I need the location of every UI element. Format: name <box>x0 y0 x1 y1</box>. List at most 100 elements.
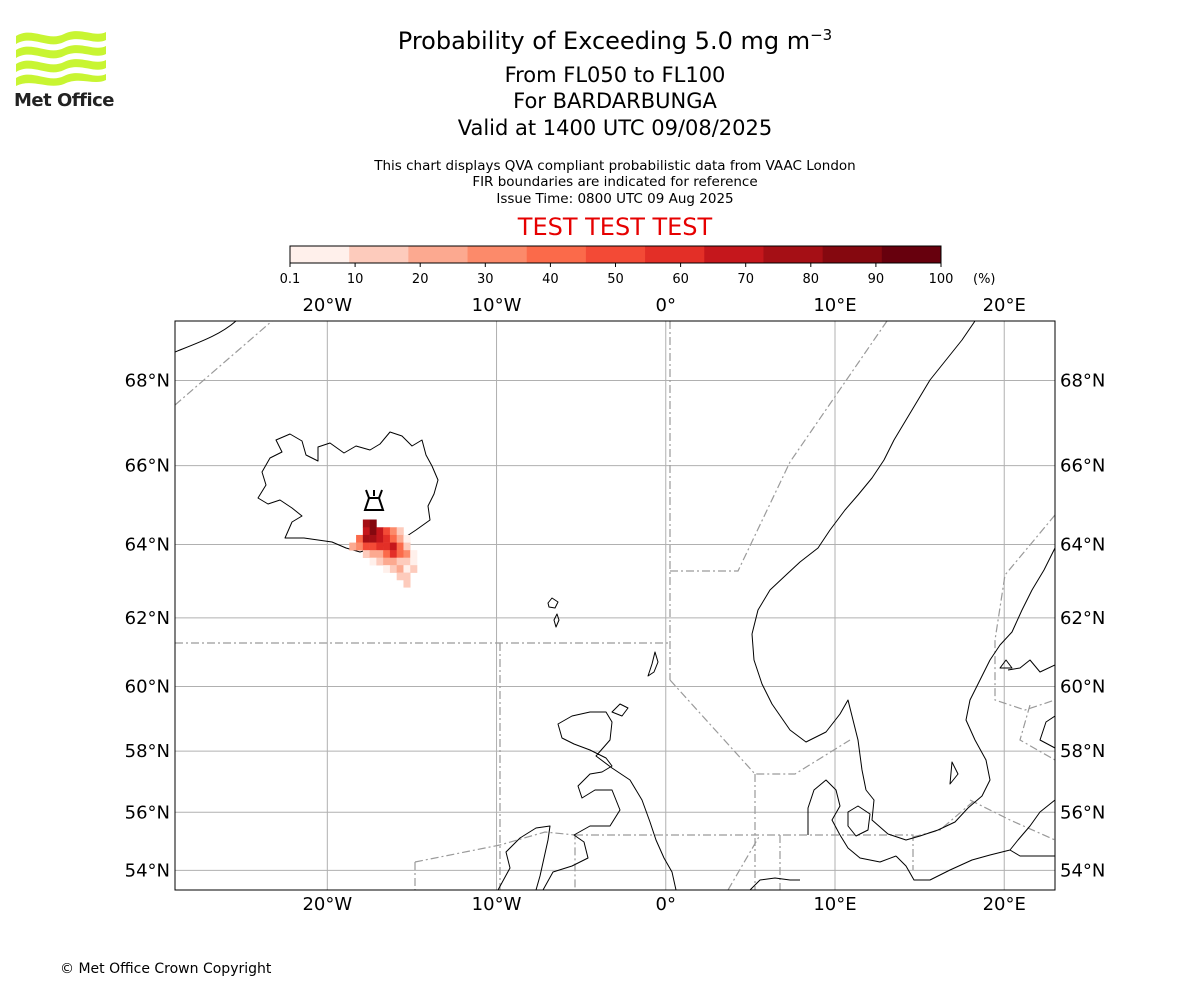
lat-label-left: 60°N <box>125 677 170 698</box>
lon-label-bottom: 0° <box>656 894 676 915</box>
colorbar-segment <box>349 246 409 263</box>
lon-label-bottom: 10°W <box>472 894 522 915</box>
lat-label-left: 68°N <box>125 370 170 391</box>
map-frame <box>174 320 1056 891</box>
lat-label-right: 54°N <box>1060 860 1105 881</box>
colorbar-tick-label: 90 <box>868 272 885 287</box>
test-banner: TEST TEST TEST <box>517 213 713 241</box>
issue-time: Issue Time: 0800 UTC 09 Aug 2025 <box>496 191 734 207</box>
probability-cell <box>410 557 418 566</box>
probability-cell <box>376 550 384 558</box>
probability-cell <box>389 557 397 566</box>
probability-cells <box>349 519 418 588</box>
colorbar-tick-label: 0.1 <box>280 272 301 287</box>
colorbar-tick-label: 100 <box>929 272 954 287</box>
lon-label-bottom: 20°E <box>983 894 1026 915</box>
probability-cell <box>396 572 404 581</box>
coastlines <box>175 321 1055 890</box>
probability-cell <box>362 550 370 558</box>
probability-cell <box>403 565 411 573</box>
lat-label-left: 58°N <box>125 741 170 762</box>
met-office-logo-icon <box>16 31 106 86</box>
colorbar-segment <box>704 246 764 263</box>
colorbar-segment <box>467 246 528 263</box>
probability-cell <box>383 565 391 573</box>
probability-cell <box>369 542 377 551</box>
probability-cell <box>403 557 411 566</box>
probability-cell <box>403 579 411 588</box>
lat-label-left: 56°N <box>125 802 170 823</box>
logo-label: Met Office <box>14 90 115 111</box>
probability-cell <box>349 542 357 551</box>
valid-time: Valid at 1400 UTC 09/08/2025 <box>457 116 773 140</box>
colorbar-unit: (%) <box>973 272 996 287</box>
colorbar-segment <box>763 246 824 263</box>
lat-label-left: 54°N <box>125 860 170 881</box>
probability-cell <box>389 565 397 573</box>
probability-cell <box>403 572 411 581</box>
probability-cell <box>362 542 370 551</box>
probability-cell <box>369 519 377 528</box>
lat-label-right: 68°N <box>1060 370 1105 391</box>
lat-label-right: 56°N <box>1060 802 1105 823</box>
lon-label-top: 10°E <box>813 295 856 316</box>
probability-cell <box>403 542 411 551</box>
lon-label-top: 20°E <box>983 295 1026 316</box>
probability-cell <box>376 542 384 551</box>
title-text: Probability of Exceeding 5.0 mg m <box>397 27 811 55</box>
colorbar-tick-label: 70 <box>737 272 754 287</box>
probability-cell <box>410 565 418 573</box>
lat-label-right: 58°N <box>1060 741 1105 762</box>
probability-cell <box>389 534 397 543</box>
probability-cell <box>403 550 411 558</box>
probability-cell <box>383 542 391 551</box>
colorbar-tick-label: 10 <box>347 272 364 287</box>
lon-label-bottom: 20°W <box>302 894 352 915</box>
probability-cell <box>383 534 391 543</box>
title-exponent: −3 <box>810 26 833 44</box>
probability-cell <box>383 527 391 536</box>
probability-cell <box>369 534 377 543</box>
probability-cell <box>396 534 404 543</box>
lon-label-bottom: 10°E <box>813 894 856 915</box>
colorbar-tick-label: 40 <box>542 272 559 287</box>
colorbar-tick-label: 20 <box>412 272 429 287</box>
lat-label-left: 62°N <box>125 608 170 629</box>
probability-cell <box>396 565 404 573</box>
copyright: © Met Office Crown Copyright <box>60 961 272 977</box>
probability-cell <box>356 534 364 543</box>
colorbar-segment <box>585 246 646 263</box>
lat-label-left: 64°N <box>125 534 170 555</box>
probability-cell <box>403 534 411 543</box>
lat-label-right: 62°N <box>1060 608 1105 629</box>
probability-cell <box>396 527 404 536</box>
info-line-2: FIR boundaries are indicated for referen… <box>472 174 758 190</box>
colorbar-tick-label: 30 <box>477 272 494 287</box>
probability-cell <box>376 534 384 543</box>
probability-cell <box>389 527 397 536</box>
colorbar-segment <box>290 246 350 263</box>
info-line-1: This chart displays QVA compliant probab… <box>374 158 856 174</box>
colorbar-tick-label: 50 <box>607 272 624 287</box>
probability-cell <box>369 557 377 566</box>
volcano-name: For BARDARBUNGA <box>513 89 717 113</box>
probability-cell <box>376 557 384 566</box>
probability-cell <box>362 527 370 536</box>
probability-cell <box>410 550 418 558</box>
lon-label-top: 20°W <box>302 295 352 316</box>
volcano-icon <box>363 489 385 511</box>
colorbar: 0.1 10 20 30 40 50 60 70 80 90 100 (%) <box>280 245 996 287</box>
colorbar-segment <box>408 246 469 263</box>
colorbar-segment <box>822 246 883 263</box>
lon-label-top: 0° <box>656 295 676 316</box>
probability-cell <box>362 534 370 543</box>
probability-cell <box>389 550 397 558</box>
chart-title: Probability of Exceeding 5.0 mg m−3 <box>0 26 1200 55</box>
lat-label-left: 66°N <box>125 456 170 477</box>
probability-cell <box>396 557 404 566</box>
probability-cell <box>389 542 397 551</box>
probability-cell <box>396 550 404 558</box>
lon-label-top: 10°W <box>472 295 522 316</box>
colorbar-segment <box>526 246 587 263</box>
